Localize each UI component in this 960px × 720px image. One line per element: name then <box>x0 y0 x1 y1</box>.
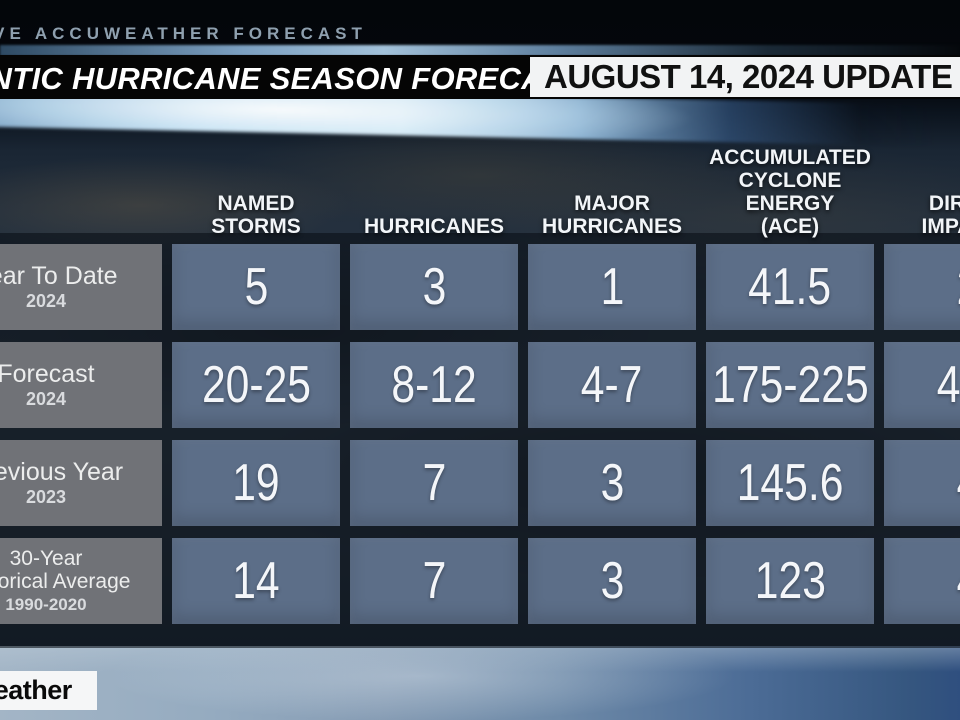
row-label-year-to-date: Year To Date 2024 <box>0 244 162 330</box>
cell-value: 4 <box>956 551 960 611</box>
column-header-line: HURRICANES <box>363 215 504 238</box>
forecast-table: Year To Date 2024 5 3 1 41.5 2 Forecast … <box>0 244 960 624</box>
column-header-line: IMPACTS <box>921 215 960 238</box>
column-header-direct-impacts: DIRECT IMPACTS <box>884 138 960 238</box>
cell-value: 20-25 <box>201 356 311 414</box>
accuweather-logo: AccuWeather <box>0 671 97 710</box>
cell-value: 19 <box>232 454 280 512</box>
cell-forecast-direct-impacts: 4-6 <box>884 342 960 428</box>
cell-prev-direct-impacts: 4 <box>884 440 960 526</box>
cell-avg-direct-impacts: 4 <box>884 538 960 624</box>
cell-value: 4-7 <box>581 356 643 414</box>
horizon-divider-line <box>0 45 960 56</box>
column-header-line: CYCLONE <box>738 169 842 192</box>
cell-value: 4 <box>956 453 960 513</box>
row-label-year: 2024 <box>25 290 67 311</box>
title-bar: ATLANTIC HURRICANE SEASON FORECAST AUGUS… <box>0 55 960 99</box>
column-header-line: (ACE) <box>760 215 820 238</box>
row-label-text: Year To Date <box>0 261 118 290</box>
cell-forecast-named-storms: 20-25 <box>172 342 340 428</box>
cell-forecast-hurricanes: 8-12 <box>350 342 518 428</box>
update-badge-label: AUGUST 14, 2024 UPDATE <box>544 58 953 95</box>
cell-ytd-direct-impacts: 2 <box>884 244 960 330</box>
row-label-previous-year: Previous Year 2023 <box>0 440 162 526</box>
cell-avg-ace: 123 <box>706 538 874 624</box>
cell-value: 41.5 <box>748 258 832 316</box>
cell-avg-major-hurricanes: 3 <box>528 538 696 624</box>
live-banner-label: LIVE ACCUWEATHER FORECAST <box>0 24 367 43</box>
cell-ytd-major-hurricanes: 1 <box>528 244 696 330</box>
cell-prev-hurricanes: 7 <box>350 440 518 526</box>
cell-avg-named-storms: 14 <box>172 538 340 624</box>
cell-value: 3 <box>600 552 624 610</box>
background-hurricane-clouds <box>0 646 960 720</box>
cell-prev-ace: 145.6 <box>706 440 874 526</box>
column-header-line: ENERGY <box>745 192 835 215</box>
row-label-year: 2024 <box>25 388 67 409</box>
column-header-line: HURRICANES <box>541 215 682 238</box>
row-label-text: 30-Year <box>9 546 83 570</box>
row-label-year: 2023 <box>25 486 67 507</box>
cell-value: 175-225 <box>711 356 869 414</box>
column-header-line: STORMS <box>211 215 301 238</box>
row-label-historical-average: 30-Year Historical Average 1990-2020 <box>0 538 162 624</box>
cell-value: 14 <box>232 552 280 610</box>
column-header-major-hurricanes: MAJOR HURRICANES <box>528 138 696 238</box>
accuweather-logo-label: AccuWeather <box>0 675 72 705</box>
cell-value: 3 <box>600 454 624 512</box>
cell-value: 123 <box>754 552 826 610</box>
update-badge: AUGUST 14, 2024 UPDATE <box>530 57 960 97</box>
cell-value: 3 <box>422 258 446 316</box>
cell-forecast-ace: 175-225 <box>706 342 874 428</box>
cell-prev-major-hurricanes: 3 <box>528 440 696 526</box>
cell-value: 145.6 <box>736 454 844 512</box>
cell-value: 8-12 <box>391 356 477 414</box>
page-title: ATLANTIC HURRICANE SEASON FORECAST <box>0 61 585 96</box>
cell-value: 4-6 <box>937 356 960 414</box>
cell-value: 2 <box>956 257 960 317</box>
row-label-year: 1990-2020 <box>5 594 87 614</box>
cell-value: 7 <box>422 552 446 610</box>
column-header-hurricanes: HURRICANES <box>350 138 518 238</box>
cell-ytd-hurricanes: 3 <box>350 244 518 330</box>
column-header-line: ACCUMULATED <box>709 146 871 169</box>
cell-avg-hurricanes: 7 <box>350 538 518 624</box>
cell-ytd-named-storms: 5 <box>172 244 340 330</box>
column-header-line: MAJOR <box>574 192 650 215</box>
row-label-text: Previous Year <box>0 457 124 486</box>
cell-value: 1 <box>600 258 624 316</box>
cell-forecast-major-hurricanes: 4-7 <box>528 342 696 428</box>
column-header-named-storms: NAMED STORMS <box>172 138 340 238</box>
row-label-text: Historical Average <box>0 570 131 594</box>
cell-ytd-ace: 41.5 <box>706 244 874 330</box>
cell-value: 5 <box>244 258 268 316</box>
cell-value: 7 <box>422 454 446 512</box>
row-label-forecast: Forecast 2024 <box>0 342 162 428</box>
column-header-line: DIRECT <box>928 192 960 215</box>
row-label-text: Forecast <box>0 359 95 388</box>
column-header-ace: ACCUMULATED CYCLONE ENERGY (ACE) <box>706 138 874 238</box>
column-header-line: NAMED <box>217 192 295 215</box>
cell-prev-named-storms: 19 <box>172 440 340 526</box>
